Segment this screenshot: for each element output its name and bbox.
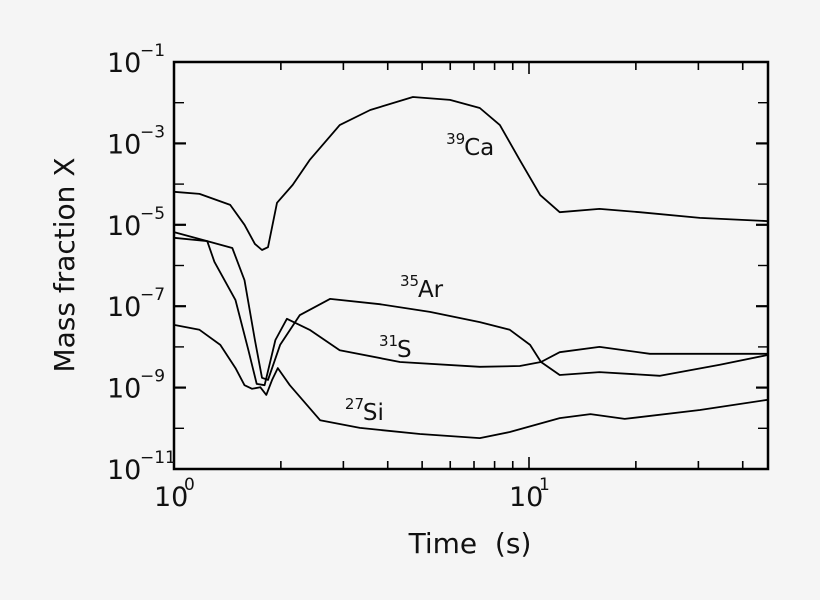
svg-text:−3: −3 [140, 122, 165, 142]
y-tick-label: 10−11 [107, 448, 176, 486]
x-tick-label: 101 [509, 475, 550, 513]
y-tick-label: 10−3 [107, 122, 165, 160]
svg-text:10: 10 [509, 482, 543, 513]
y-tick-label: 10−5 [107, 204, 165, 242]
data-curves [173, 96, 768, 439]
x-tick-label: 100 [154, 475, 195, 513]
svg-text:10: 10 [107, 374, 141, 405]
svg-text:27: 27 [345, 395, 364, 413]
svg-text:35: 35 [400, 272, 419, 290]
svg-text:−9: −9 [140, 367, 165, 387]
svg-text:Ar: Ar [418, 277, 444, 303]
svg-text:10: 10 [107, 48, 141, 79]
svg-text:10: 10 [107, 455, 141, 486]
curve-27Si [173, 324, 768, 439]
svg-text:0: 0 [184, 475, 195, 495]
svg-text:10: 10 [107, 292, 141, 323]
svg-text:−5: −5 [140, 204, 165, 224]
svg-text:−1: −1 [140, 41, 165, 61]
svg-text:10: 10 [107, 129, 141, 160]
svg-text:1: 1 [539, 475, 550, 495]
series-label-31S: 31S [379, 332, 412, 363]
axis-ticks [174, 62, 768, 469]
svg-text:31: 31 [379, 332, 398, 350]
x-tick-labels: 100 101 [154, 475, 550, 513]
svg-text:10: 10 [154, 482, 188, 513]
x-axis-title: Time (s) [408, 527, 532, 560]
y-tick-labels: 10−110−310−510−710−910−11 [107, 41, 176, 486]
y-axis-title: Mass fraction X [48, 157, 81, 372]
plot-frame [172, 60, 770, 471]
curve-31S [173, 231, 768, 387]
svg-text:−7: −7 [140, 285, 165, 305]
svg-text:39: 39 [446, 130, 465, 148]
svg-text:S: S [397, 337, 412, 363]
svg-text:10: 10 [107, 211, 141, 242]
svg-text:Ca: Ca [464, 135, 494, 161]
curve-35Ar [173, 236, 768, 381]
y-tick-label: 10−7 [107, 285, 165, 323]
y-tick-label: 10−9 [107, 367, 165, 405]
y-tick-label: 10−1 [107, 41, 165, 79]
svg-text:−11: −11 [140, 448, 176, 468]
svg-text:Si: Si [363, 400, 384, 426]
curve-39Ca [173, 96, 768, 251]
